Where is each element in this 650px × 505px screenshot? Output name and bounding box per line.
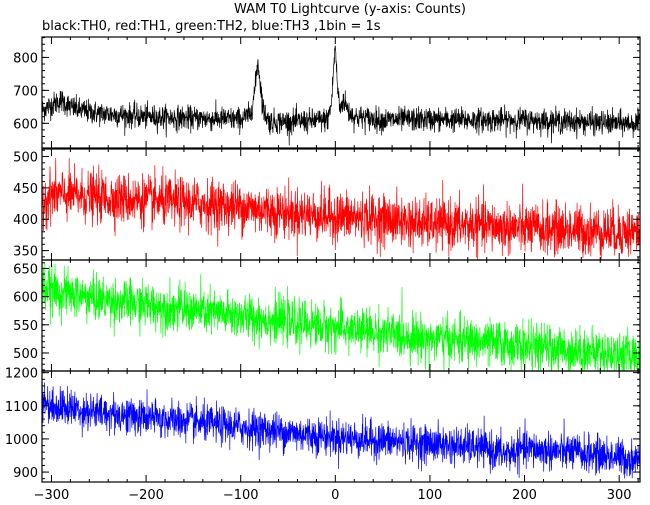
x-tick-label: −300 <box>34 488 70 503</box>
x-axis: −300 −200 −100 0 100 200 300 <box>34 488 632 503</box>
y-tick-label: 600 <box>13 117 38 132</box>
x-tick-label: 300 <box>607 488 632 503</box>
panel-frame <box>41 36 641 149</box>
y-tick-label: 650 <box>13 262 38 277</box>
y-tick-label: 400 <box>13 213 38 228</box>
y-tick-label: 800 <box>13 51 38 66</box>
x-tick-label: −100 <box>223 488 259 503</box>
panel-frame <box>41 370 641 483</box>
y-tick-label: 1100 <box>5 400 38 415</box>
x-tick-label: 0 <box>331 488 339 503</box>
series-line-th3 <box>42 381 640 479</box>
panel-th0: 600 700 800 <box>13 36 641 149</box>
x-tick-label: 100 <box>418 488 443 503</box>
y-tick-label: 900 <box>13 466 38 481</box>
panel-th2: 500 550 600 650 <box>13 259 641 372</box>
x-tick-label: −200 <box>128 488 164 503</box>
y-tick-label: 1000 <box>5 433 38 448</box>
y-tick-label: 1200 <box>5 367 38 382</box>
series-line-th0 <box>42 45 640 146</box>
y-tick-label: 550 <box>13 319 38 334</box>
panel-th1: 350 400 450 500 <box>13 148 641 261</box>
y-tick-label: 350 <box>13 245 38 260</box>
series-line-th1 <box>42 157 640 260</box>
panels-layer: 600 700 800 350 400 450 500 500 550 600 650 900 1000… <box>5 36 641 483</box>
panel-th3: 900 1000 1100 1200 <box>5 367 641 483</box>
y-tick-label: 450 <box>13 182 38 197</box>
x-tick-label: 200 <box>512 488 537 503</box>
y-tick-label: 600 <box>13 291 38 306</box>
series-line-th2 <box>42 262 640 371</box>
chart-subtitle: black:TH0, red:TH1, green:TH2, blue:TH3 … <box>42 19 381 34</box>
chart-title: WAM T0 Lightcurve (y-axis: Counts) <box>234 2 466 17</box>
y-tick-label: 700 <box>13 84 38 99</box>
y-tick-label: 500 <box>13 347 38 362</box>
y-tick-label: 500 <box>13 151 38 166</box>
